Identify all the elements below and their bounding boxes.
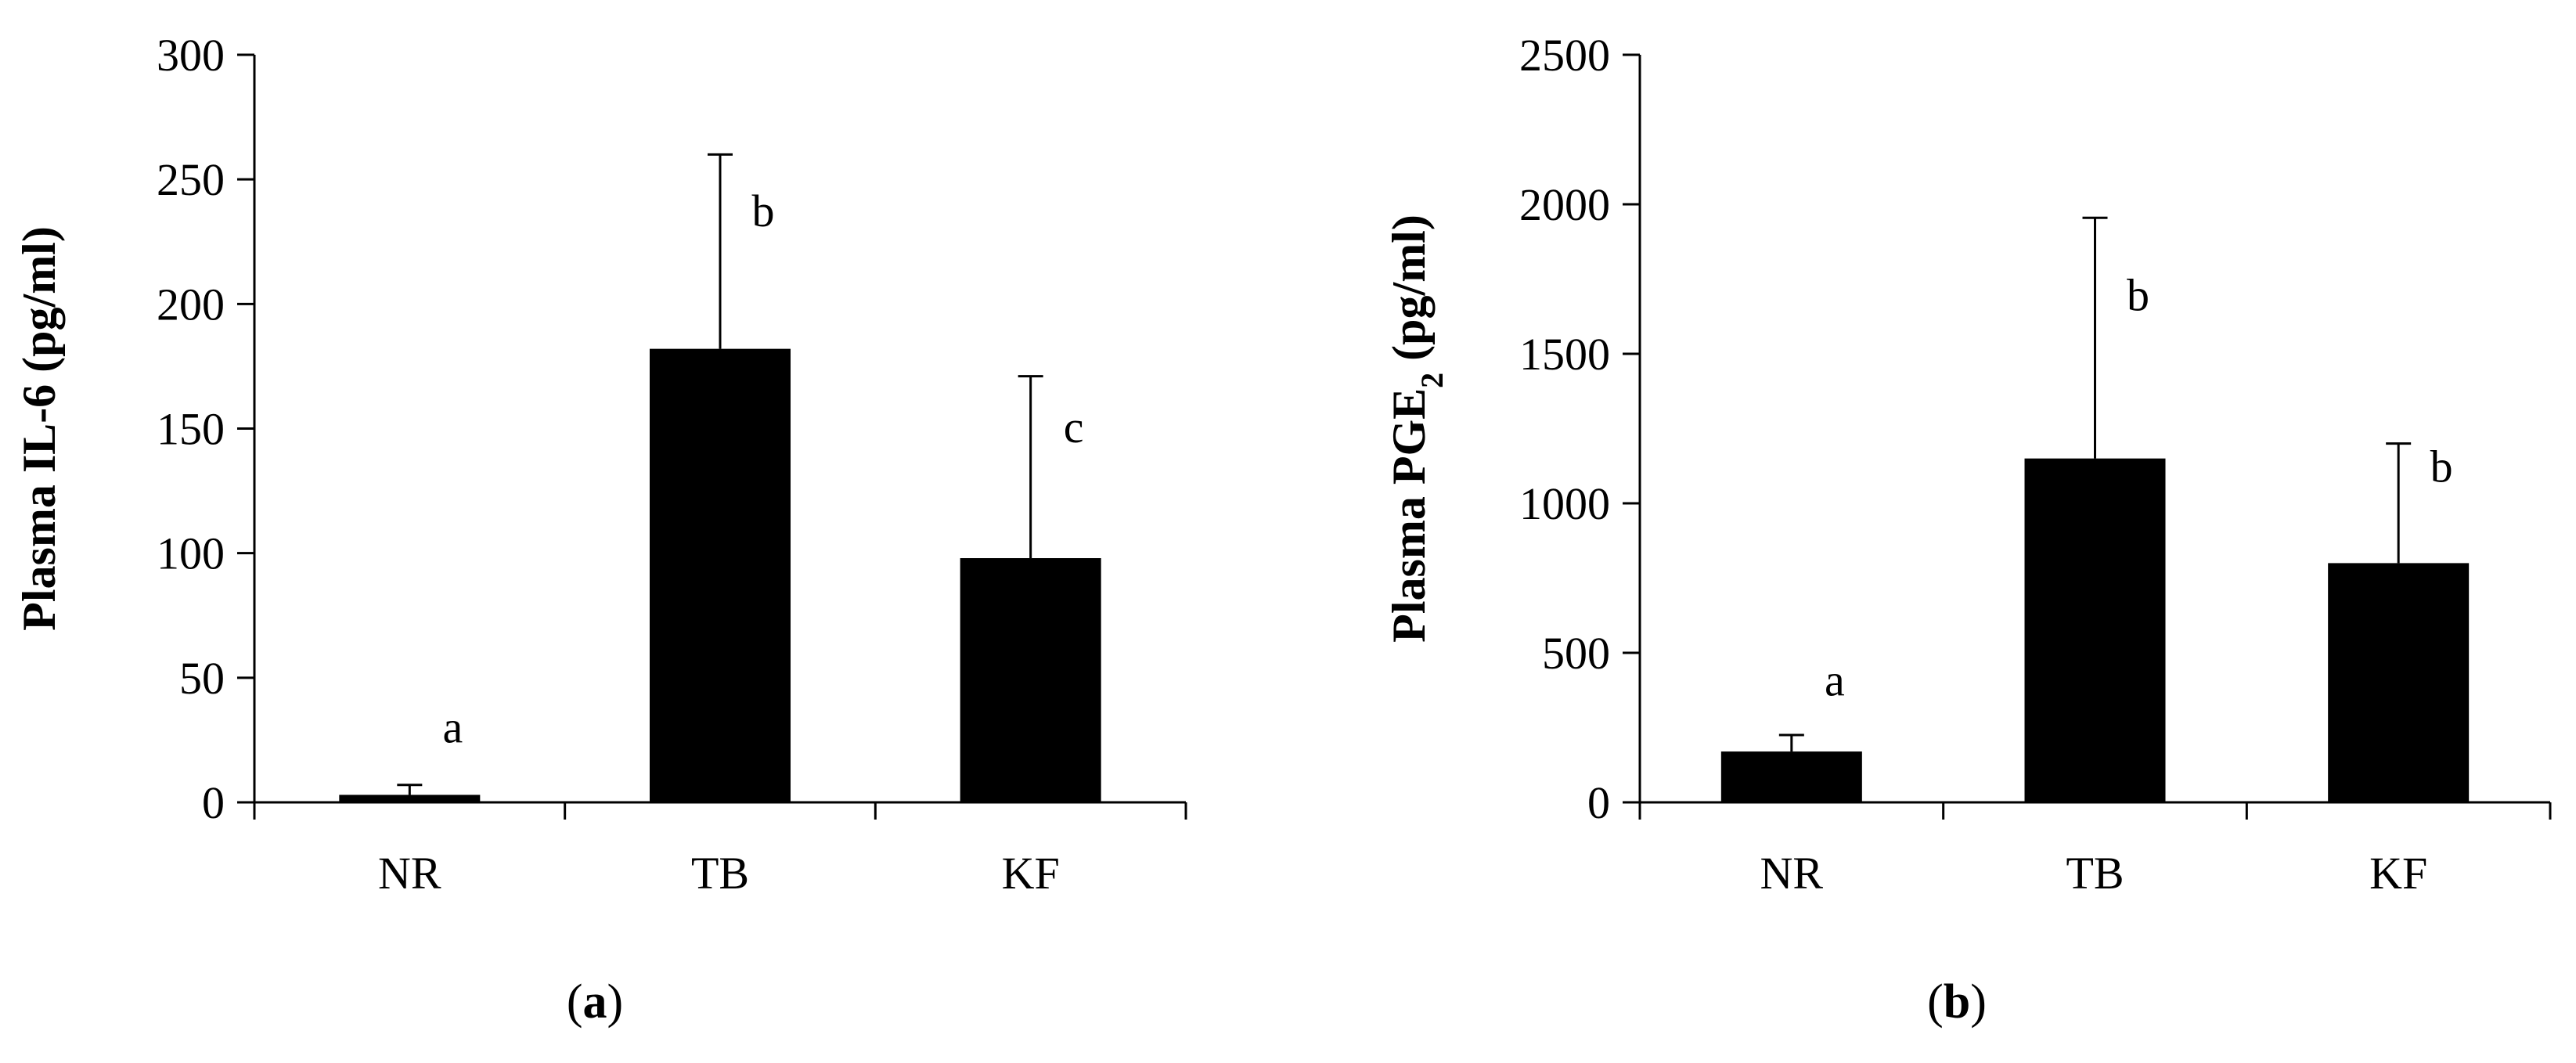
significance-letter-NR: a [442,701,463,752]
category-label-NR: NR [378,848,441,899]
panel-label-letter: a [583,975,607,1029]
y-tick-label: 2000 [1519,179,1610,230]
y-tick-label: 500 [1542,628,1610,679]
bar-TB [2024,458,2166,802]
y-axis-label-main: Plasma PGE [1383,388,1435,643]
chart-panel-b: 0 500 1000 1500 2000 2500 NR a TB b KF b Plasma PGE2… [1383,30,2552,1029]
significance-letter-KF: c [1064,402,1084,452]
panel-label-open-paren: ( [567,975,583,1029]
panel-label-close-paren: ) [1970,975,1987,1029]
y-tick-label: 2500 [1519,30,1610,81]
y-axis-label-subscript: 2 [1414,373,1450,388]
y-tick-label: 250 [157,154,225,205]
y-axis-label-unit: (pg/ml) [1383,214,1435,373]
panel-label-letter: b [1944,975,1970,1029]
y-axis-label: Plasma IL-6 (pg/ml) [13,226,65,631]
panel-label: (b) [1927,975,1987,1029]
y-tick-label: 0 [1587,777,1610,828]
category-label-TB: TB [2066,848,2124,899]
significance-letter-NR: a [1825,655,1845,706]
category-label-KF: KF [1002,848,1060,899]
y-tick-label: 50 [179,653,225,704]
y-tick-label: 1000 [1519,478,1610,529]
bar-KF [960,558,1101,802]
category-label-KF: KF [2369,848,2427,899]
bar-KF [2328,563,2470,802]
y-axis-label-main: Plasma IL-6 (pg/ml) [13,226,65,631]
category-label-NR: NR [1760,848,1824,899]
y-tick-label: 150 [157,404,225,455]
y-axis-label: Plasma PGE2 (pg/ml) [1383,214,1450,643]
panel-label-open-paren: ( [1927,975,1944,1029]
bar-TB [650,348,791,803]
bar-NR [339,795,481,802]
significance-letter-TB: b [752,186,775,236]
panel-label: (a) [567,975,623,1029]
category-label-TB: TB [691,848,749,899]
y-tick-label: 300 [157,30,225,81]
significance-letter-KF: b [2430,441,2453,492]
y-tick-label: 1500 [1519,329,1610,380]
y-tick-label: 100 [157,528,225,579]
significance-letter-TB: b [2127,270,2149,321]
bar-NR [1720,751,1862,802]
panel-label-close-paren: ) [607,975,624,1029]
y-tick-label: 0 [202,777,225,828]
chart-panel-a: 0 50 100 150 200 250 300 NR a TB b KF c Plasma IL-6 (… [13,30,1187,1029]
y-tick-label: 200 [157,279,225,330]
